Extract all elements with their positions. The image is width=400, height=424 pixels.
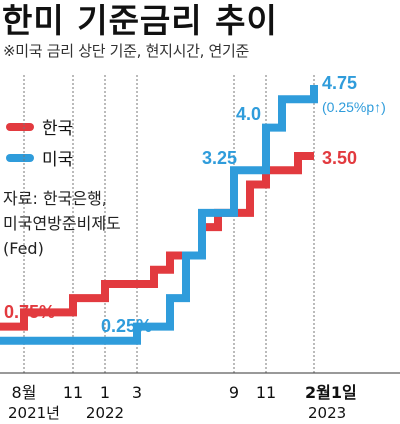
- legend-label-us: 미국: [42, 150, 74, 170]
- data-label-korea-1: 3.50: [322, 148, 357, 168]
- legend-item-us: 미국: [6, 145, 73, 170]
- series-line-korea: [0, 152, 314, 331]
- chart-title: 한미 기준금리 추이: [2, 1, 278, 40]
- x-year-label-2: 2022: [86, 404, 124, 422]
- series-line-us: [0, 85, 318, 345]
- data-label-us-4: (0.25%p↑): [322, 99, 386, 115]
- data-label-korea-0: 0.75%: [4, 302, 55, 322]
- x-tick-label-3: 3: [132, 383, 142, 402]
- x-tick-label-6: 2월1일: [305, 383, 357, 402]
- x-tick-label-4: 9: [229, 383, 239, 402]
- x-tick-label-0: 8월: [12, 383, 37, 402]
- source-note: 자료: 한국은행, 미국연방준비제도 (Fed): [3, 186, 121, 261]
- legend-item-korea: 한국: [6, 114, 73, 139]
- legend-label-korea: 한국: [42, 119, 74, 139]
- data-label-us-2: 4.0: [236, 104, 261, 124]
- legend-swatch-us: [6, 153, 34, 162]
- x-tick-label-1: 11: [63, 383, 83, 402]
- chart-subtitle: ※미국 금리 상단 기준, 현지시간, 연기준: [3, 42, 250, 60]
- source-line-1: 자료: 한국은행,: [3, 189, 107, 208]
- x-tick-label-2: 1: [100, 383, 110, 402]
- source-line-3: (Fed): [3, 239, 44, 258]
- legend-swatch-korea: [6, 122, 34, 131]
- data-label-us-1: 3.25: [202, 148, 237, 168]
- x-year-label-6: 2023: [308, 404, 346, 422]
- x-year-label-0: 2021년: [8, 404, 60, 422]
- x-tick-label-5: 11: [256, 383, 276, 402]
- data-label-us-3: 4.75: [322, 73, 357, 93]
- source-line-2: 미국연방준비제도: [3, 214, 121, 233]
- data-label-us-0: 0.25%: [101, 316, 152, 336]
